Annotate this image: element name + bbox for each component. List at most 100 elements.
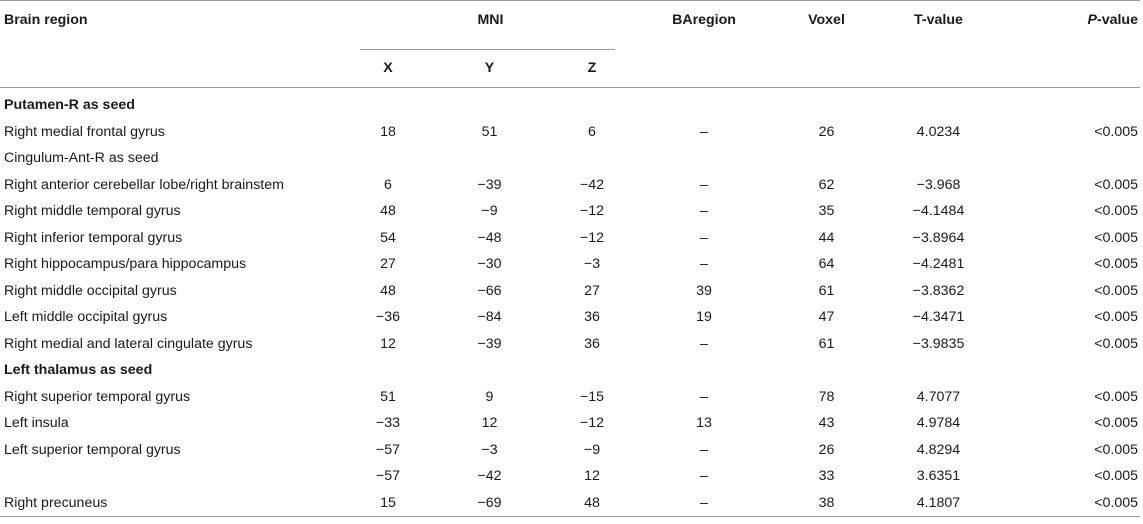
table-row: Right precuneus 15 −69 48 – 38 4.1807 <0.005 — [0, 490, 1140, 517]
region-cell: Right middle temporal gyrus — [4, 203, 181, 220]
baregion-cell: – — [700, 335, 708, 352]
x-cell: −57 — [375, 441, 401, 458]
pvalue-cell: <0.005 — [1094, 203, 1138, 220]
table-body: Putamen-R as seed Right medial frontal gy… — [0, 88, 1140, 517]
pvalue-cell: <0.005 — [1094, 256, 1138, 273]
pvalue-cell: <0.005 — [1094, 388, 1138, 405]
z-cell: 12 — [584, 468, 600, 485]
y-cell: −42 — [477, 468, 502, 485]
voxel-cell: 64 — [818, 256, 835, 273]
x-cell — [352, 357, 424, 384]
region-cell: Right medial and lateral cingulate gyrus — [4, 335, 253, 352]
x-cell: 27 — [380, 256, 396, 273]
z-cell: −42 — [579, 176, 605, 193]
baregion-cell: – — [700, 123, 708, 140]
pvalue-cell: <0.005 — [1094, 335, 1138, 352]
voxel-cell: 44 — [818, 229, 835, 246]
table-row: Right anterior cerebellar lobe/right bra… — [0, 172, 1140, 199]
voxel-cell — [779, 88, 874, 119]
y-cell: −9 — [481, 203, 498, 220]
tvalue-cell: −4.2481 — [912, 256, 965, 273]
x-cell: 48 — [380, 203, 396, 220]
table-row: Right medial frontal gyrus 18 51 6 – 26 4.0234… — [0, 119, 1140, 146]
baregion-cell: – — [700, 256, 708, 273]
x-cell: 48 — [380, 282, 396, 299]
baregion-cell: 39 — [696, 282, 712, 299]
header-empty — [874, 49, 1003, 88]
tvalue-cell: 4.0234 — [916, 123, 961, 140]
header-pvalue-suffix: -value — [1096, 12, 1138, 28]
z-cell: −3 — [583, 256, 601, 273]
x-cell: −36 — [375, 309, 401, 326]
y-cell: −39 — [477, 176, 502, 193]
region-cell: Right middle occipital gyrus — [4, 282, 177, 299]
y-cell: 12 — [481, 415, 498, 432]
header-empty — [629, 49, 779, 88]
z-cell: −12 — [579, 203, 605, 220]
header-empty — [1003, 49, 1140, 88]
baregion-cell — [629, 88, 779, 119]
region-cell: Putamen-R as seed — [4, 97, 135, 114]
voxel-cell: 61 — [818, 282, 835, 299]
pvalue-cell: <0.005 — [1094, 468, 1138, 485]
table-row: Left insula −33 12 −12 13 43 4.9784 <0.005 — [0, 410, 1140, 437]
z-cell — [555, 145, 629, 172]
header-empty — [779, 49, 874, 88]
region-cell: Right hippocampus/para hippocampus — [4, 256, 247, 273]
z-cell: 27 — [584, 282, 600, 299]
table-row: Right inferior temporal gyrus 54 −48 −12 – 44… — [0, 225, 1140, 252]
header-z: Z — [587, 60, 597, 76]
header-tvalue: T-value — [914, 12, 963, 28]
baregion-cell — [629, 357, 779, 384]
header-pvalue: P-value — [1003, 1, 1140, 50]
x-cell: 15 — [380, 494, 396, 511]
y-cell — [424, 145, 555, 172]
y-cell: −66 — [477, 282, 502, 299]
section-row: Cingulum-Ant-R as seed — [0, 145, 1140, 172]
voxel-cell: 62 — [818, 176, 835, 193]
tvalue-cell: −4.3471 — [912, 309, 965, 326]
tvalue-cell: 3.6351 — [916, 468, 961, 485]
tvalue-cell — [874, 357, 1003, 384]
z-cell: −15 — [579, 388, 605, 405]
baregion-cell: – — [700, 203, 708, 220]
region-cell: Right inferior temporal gyrus — [4, 229, 183, 246]
x-cell: 51 — [380, 388, 396, 405]
header-pvalue-p: P — [1087, 12, 1097, 28]
tvalue-cell: 4.8294 — [916, 441, 961, 458]
x-cell: 54 — [380, 229, 396, 246]
voxel-cell: 26 — [818, 123, 835, 140]
y-cell: −48 — [477, 229, 502, 246]
tvalue-cell: 4.1807 — [916, 494, 961, 511]
pvalue-cell: <0.005 — [1094, 123, 1138, 140]
pvalue-cell — [1003, 357, 1140, 384]
region-cell: Left middle occipital gyrus — [4, 309, 168, 326]
tvalue-cell: 4.7077 — [916, 388, 961, 405]
voxel-cell — [779, 145, 874, 172]
voxel-cell: 35 — [818, 203, 835, 220]
table-header: Brain region MNI BAregion Voxel T-value … — [0, 0, 1140, 88]
region-cell — [0, 463, 352, 490]
x-cell: 6 — [384, 176, 392, 193]
table-row: −57 −42 12 – 33 3.6351 <0.005 — [0, 463, 1140, 490]
z-cell: −12 — [579, 229, 605, 246]
region-cell: Left insula — [4, 415, 69, 432]
table-row: Left superior temporal gyrus −57 −3 −9 – 26 4.… — [0, 437, 1140, 464]
header-brain-region: Brain region — [4, 12, 88, 28]
tvalue-cell: −4.1484 — [912, 203, 965, 220]
x-cell: 18 — [380, 123, 396, 140]
tvalue-cell — [874, 145, 1003, 172]
header-y: Y — [484, 60, 495, 76]
region-cell: Left thalamus as seed — [4, 362, 153, 379]
voxel-cell — [779, 357, 874, 384]
z-cell: 48 — [584, 494, 600, 511]
pvalue-cell: <0.005 — [1094, 309, 1138, 326]
region-cell: Left superior temporal gyrus — [4, 441, 181, 458]
z-cell: 36 — [584, 335, 600, 352]
mni-divider — [360, 49, 615, 50]
baregion-cell: – — [700, 229, 708, 246]
y-cell: −84 — [477, 309, 502, 326]
table-row: Right medial and lateral cingulate gyrus… — [0, 331, 1140, 358]
pvalue-cell: <0.005 — [1094, 229, 1138, 246]
baregion-cell — [629, 145, 779, 172]
